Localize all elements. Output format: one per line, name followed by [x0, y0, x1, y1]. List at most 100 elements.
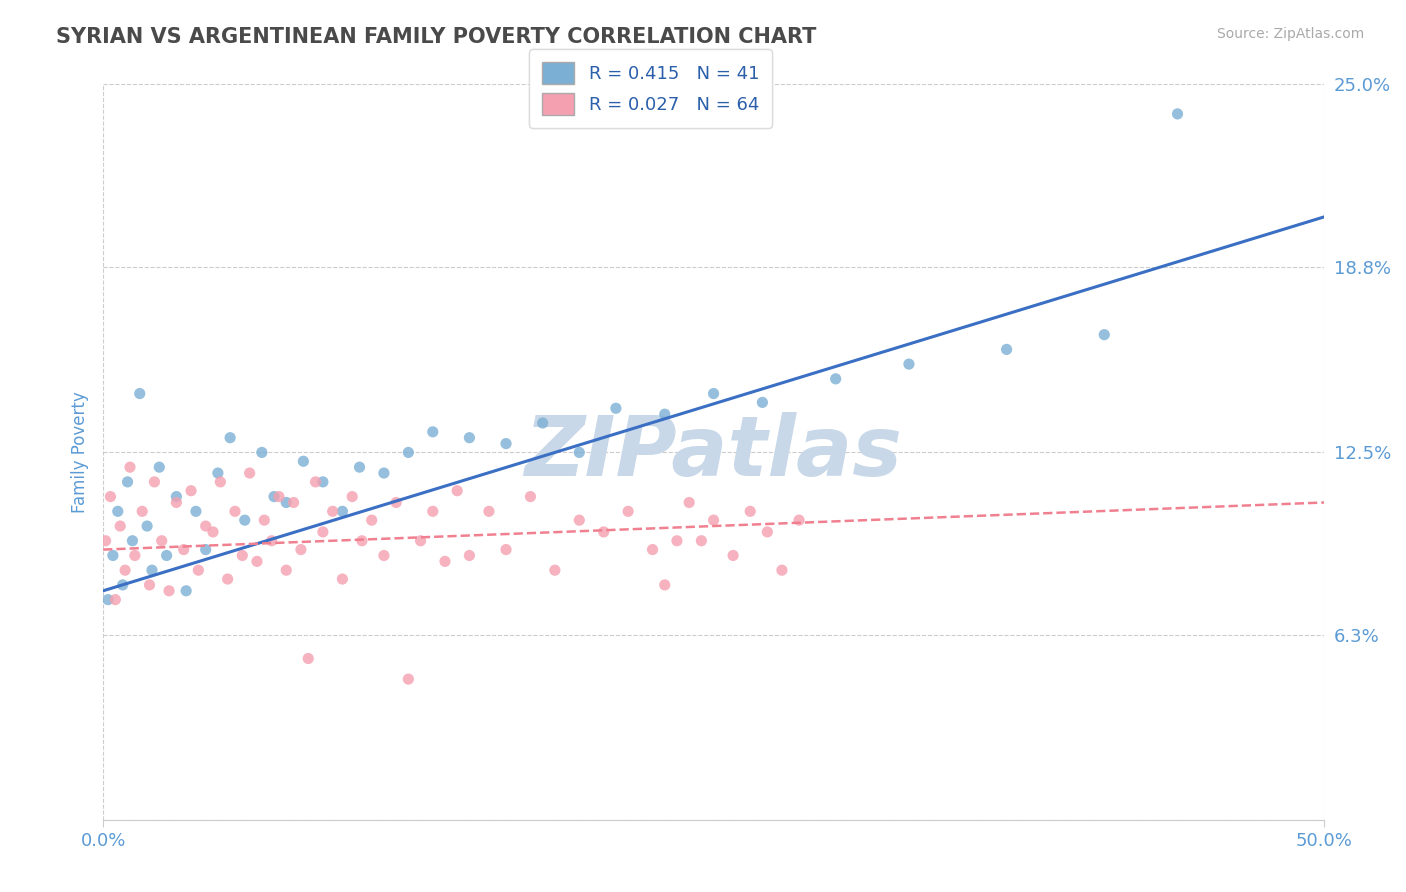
Point	[350, 533, 373, 548]
Y-axis label: Family Poverty: Family Poverty	[72, 392, 89, 513]
Point	[360, 513, 382, 527]
Point	[131, 504, 153, 518]
Point	[396, 672, 419, 686]
Point	[250, 445, 273, 459]
Point	[690, 533, 713, 548]
Point	[118, 460, 141, 475]
Point	[617, 504, 640, 518]
Point	[568, 445, 591, 459]
Point	[770, 563, 793, 577]
Point	[654, 578, 676, 592]
Text: ZIPatlas: ZIPatlas	[524, 412, 903, 493]
Point	[740, 504, 762, 518]
Point	[373, 466, 395, 480]
Point	[143, 475, 166, 489]
Point	[114, 563, 136, 577]
Point	[824, 372, 846, 386]
Point	[703, 386, 725, 401]
Point	[678, 495, 700, 509]
Point	[239, 466, 262, 480]
Point	[1166, 107, 1188, 121]
Point	[207, 466, 229, 480]
Point	[290, 542, 312, 557]
Point	[94, 533, 117, 548]
Point	[165, 495, 187, 509]
Point	[246, 554, 269, 568]
Point	[304, 475, 326, 489]
Point	[349, 460, 371, 475]
Point	[458, 431, 481, 445]
Point	[276, 495, 298, 509]
Point	[897, 357, 920, 371]
Point	[396, 445, 419, 459]
Point	[138, 578, 160, 592]
Point	[141, 563, 163, 577]
Point	[531, 416, 554, 430]
Point	[209, 475, 232, 489]
Point	[107, 504, 129, 518]
Point	[110, 519, 132, 533]
Text: SYRIAN VS ARGENTINEAN FAMILY POVERTY CORRELATION CHART: SYRIAN VS ARGENTINEAN FAMILY POVERTY COR…	[56, 27, 817, 46]
Point	[422, 425, 444, 439]
Point	[117, 475, 139, 489]
Point	[641, 542, 664, 557]
Point	[187, 563, 209, 577]
Point	[202, 524, 225, 539]
Point	[322, 504, 344, 518]
Point	[592, 524, 614, 539]
Point	[665, 533, 688, 548]
Point	[654, 407, 676, 421]
Point	[433, 554, 456, 568]
Point	[157, 583, 180, 598]
Point	[128, 386, 150, 401]
Point	[568, 513, 591, 527]
Point	[751, 395, 773, 409]
Point	[721, 549, 744, 563]
Point	[756, 524, 779, 539]
Point	[297, 651, 319, 665]
Point	[174, 583, 197, 598]
Point	[136, 519, 159, 533]
Point	[340, 490, 363, 504]
Point	[1092, 327, 1115, 342]
Point	[495, 436, 517, 450]
Point	[458, 549, 481, 563]
Point	[332, 572, 354, 586]
Point	[180, 483, 202, 498]
Point	[373, 549, 395, 563]
Point	[519, 490, 541, 504]
Point	[224, 504, 246, 518]
Point	[283, 495, 305, 509]
Text: Source: ZipAtlas.com: Source: ZipAtlas.com	[1216, 27, 1364, 41]
Point	[150, 533, 173, 548]
Point	[165, 490, 187, 504]
Point	[544, 563, 567, 577]
Point	[233, 513, 256, 527]
Point	[605, 401, 627, 416]
Point	[446, 483, 468, 498]
Point	[495, 542, 517, 557]
Point	[703, 513, 725, 527]
Point	[385, 495, 408, 509]
Point	[267, 490, 290, 504]
Point	[260, 533, 283, 548]
Point	[173, 542, 195, 557]
Point	[478, 504, 501, 518]
Point	[312, 475, 335, 489]
Point	[97, 592, 120, 607]
Point	[231, 549, 253, 563]
Point	[101, 549, 124, 563]
Point	[111, 578, 134, 592]
Point	[263, 490, 285, 504]
Point	[332, 504, 354, 518]
Point	[124, 549, 146, 563]
Point	[276, 563, 298, 577]
Point	[253, 513, 276, 527]
Point	[121, 533, 143, 548]
Point	[995, 343, 1018, 357]
Point	[787, 513, 810, 527]
Point	[219, 431, 242, 445]
Point	[292, 454, 315, 468]
Legend: R = 0.415   N = 41, R = 0.027   N = 64: R = 0.415 N = 41, R = 0.027 N = 64	[529, 49, 772, 128]
Point	[104, 592, 127, 607]
